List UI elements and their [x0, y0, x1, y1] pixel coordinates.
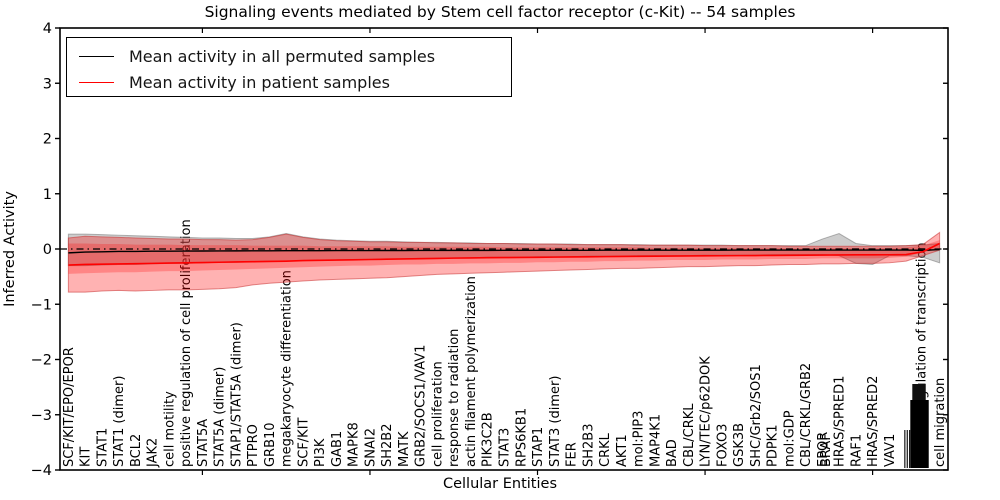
legend-label-permuted: Mean activity in all permuted samples — [129, 46, 436, 66]
entity-label: STAT3 (dimer) — [548, 376, 563, 467]
entity-label: JAK2 — [146, 438, 161, 468]
overlapping-labels-streak — [904, 430, 906, 468]
y-tick-label: 0 — [43, 242, 52, 258]
entity-label: PI3K — [313, 438, 328, 467]
y-tick-label: −3 — [31, 408, 52, 424]
entity-label: mol:PIP3 — [632, 411, 647, 467]
entity-label: STAP1 — [531, 427, 546, 467]
entity-label: BRAF — [819, 433, 834, 467]
entity-label: HRAS/SPRED2 — [866, 376, 881, 467]
entity-label: MATK — [397, 431, 412, 467]
entity-label: SCF/KIT/EPO/EPOR — [62, 347, 77, 467]
entity-label: PDPK1 — [766, 425, 781, 468]
entity-label: cell proliferation — [430, 361, 445, 467]
entity-label: cell motility — [162, 391, 177, 467]
entity-label: STAT1 — [95, 428, 110, 467]
legend-item-patient: Mean activity in patient samples — [79, 69, 501, 95]
entity-label: SCF/KIT — [296, 417, 311, 467]
x-axis-label: Cellular Entities — [442, 476, 558, 492]
y-tick-label: −1 — [31, 297, 52, 313]
entity-label: STAT5A (dimer) — [213, 367, 228, 467]
entity-label: STAP1/STAT5A (dimer) — [229, 322, 244, 467]
entity-label: SH2B3 — [581, 424, 596, 468]
patient-line-sample — [79, 81, 114, 83]
permuted-mean-line — [68, 248, 940, 254]
overlapping-labels-streak — [909, 430, 911, 468]
entity-label: RAF1 — [849, 434, 864, 467]
entity-label: GRB10 — [263, 422, 278, 467]
entity-label: STAT5A — [196, 419, 211, 467]
entity-label: HRAS/SPRED1 — [833, 376, 848, 467]
y-tick-label: −4 — [31, 463, 52, 479]
y-tick-label: 1 — [43, 187, 52, 203]
entity-label: AKT1 — [615, 434, 630, 467]
entity-label: FOXO3 — [715, 424, 730, 467]
entity-label: mol:GDP — [782, 410, 797, 467]
entity-label: SNAI2 — [363, 428, 378, 467]
overlapping-labels-streak — [906, 430, 908, 468]
entity-label: KIT — [79, 447, 94, 467]
y-tick-label: 4 — [43, 21, 52, 37]
entity-label: SH2B2 — [380, 424, 395, 468]
entity-label: GSK3B — [732, 423, 747, 467]
entity-label: PTPRO — [246, 424, 261, 467]
entity-label: EPOR — [816, 432, 831, 467]
entity-label: BAD — [665, 439, 680, 467]
entity-label: cell migration — [933, 378, 948, 467]
entity-label: megakaryocyte differentiation — [280, 270, 295, 467]
overlapping-labels-blob — [910, 400, 929, 468]
entity-label: SHC/Grb2/SOS1 — [749, 364, 764, 467]
legend: Mean activity in all permuted samples Me… — [66, 37, 512, 97]
y-tick-label: −2 — [31, 353, 52, 369]
y-tick-label: 2 — [43, 132, 52, 148]
entity-label: CRKL — [598, 432, 613, 467]
entity-label: response to radiation — [447, 329, 462, 467]
entity-label: RPS6KB1 — [514, 408, 529, 467]
entity-label: STAT1 (dimer) — [112, 376, 127, 467]
y-tick-label: 3 — [43, 76, 52, 92]
overlapping-labels-blob-top — [912, 384, 926, 400]
entity-label: GRB2/SOCS1/VAV1 — [414, 345, 429, 467]
legend-item-permuted: Mean activity in all permuted samples — [79, 43, 501, 69]
entity-label: VAV1 — [883, 434, 898, 467]
entity-label: STAT3 — [498, 428, 513, 467]
legend-label-patient: Mean activity in patient samples — [129, 72, 390, 92]
permuted-line-sample — [79, 55, 114, 57]
entity-label: positive regulation of cell proliferatio… — [179, 219, 194, 467]
entity-label: CBL/CRKL/GRB2 — [799, 363, 814, 467]
entity-label: GAB1 — [330, 431, 345, 467]
entity-label: PIK3C2B — [481, 412, 496, 467]
entity-label: CBL/CRKL — [682, 403, 697, 467]
entity-label: FER — [565, 442, 580, 467]
entity-label: LYN/TEC/p62DOK — [699, 356, 714, 467]
patient-mean-line — [68, 242, 940, 266]
entity-label: MAP4K1 — [648, 414, 663, 467]
entity-label: actin filament polymerization — [464, 276, 479, 467]
entity-label: MAPK8 — [347, 422, 362, 467]
entity-label: BCL2 — [129, 434, 144, 467]
chart-title: Signaling events mediated by Stem cell f… — [204, 3, 796, 21]
